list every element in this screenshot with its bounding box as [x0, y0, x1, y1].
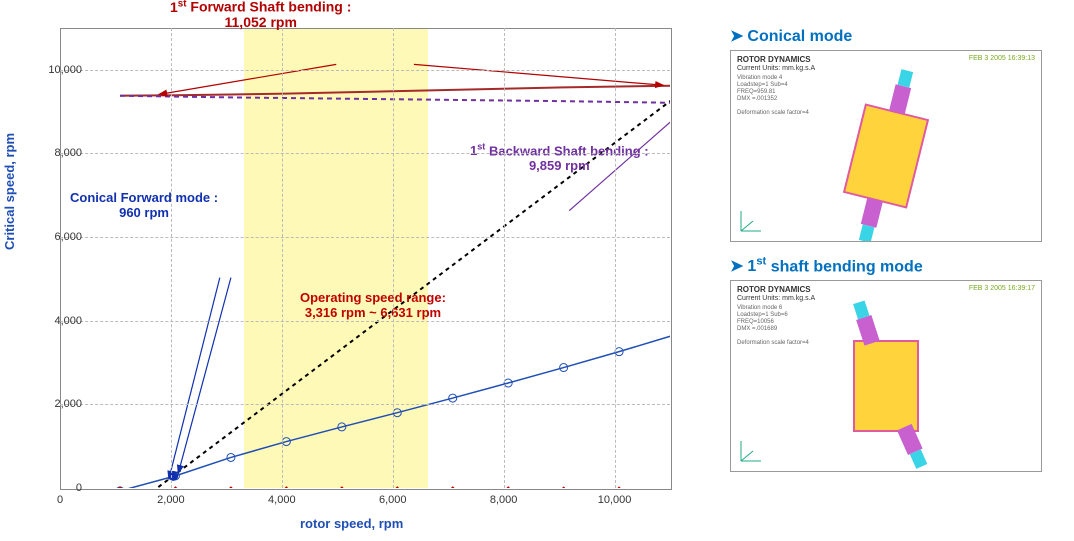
campbell-chart: Critical speed, rpm rotor speed, rpm 1st…	[0, 0, 700, 541]
x-tick-label: 8,000	[479, 494, 529, 506]
panel-header: ROTOR DYNAMICS	[737, 285, 811, 294]
panel-date: FEB 3 2005 16:39:17	[969, 285, 1035, 292]
conical-panel-title: ➤Conical mode	[730, 26, 1060, 46]
y-tick-label: 2,000	[32, 398, 82, 410]
x-tick-label: 4,000	[257, 494, 307, 506]
y-tick-label: 6,000	[32, 231, 82, 243]
x-tick-label: 2,000	[146, 494, 196, 506]
x-tick-label: 6,000	[368, 494, 418, 506]
operating-range-annotation: Operating speed range:3,316 rpm ~ 6,631 …	[300, 290, 446, 320]
panel-header: ROTOR DYNAMICS	[737, 55, 811, 64]
y-tick-label: 0	[32, 482, 82, 494]
y-tick-label: 10,000	[32, 64, 82, 76]
bending-panel-title: ➤1st shaft bending mode	[730, 256, 1060, 276]
forward-bending-annotation: 1st Forward Shaft bending :11,052 rpm	[170, 0, 351, 30]
plot-border	[60, 28, 672, 490]
mode-shape-panels: ➤Conical mode ROTOR DYNAMICS Current Uni…	[730, 20, 1060, 472]
panel-metadata: Vibration mode 6 Loadstep=1 Sub=6 FREQ=1…	[737, 305, 809, 347]
y-tick-label: 4,000	[32, 315, 82, 327]
backward-bending-annotation: 1st Backward Shaft bending :9,859 rpm	[470, 140, 649, 173]
panel-metadata: Vibration mode 4 Loadstep=1 Sub=4 FREQ=9…	[737, 75, 809, 117]
y-tick-label: 8,000	[32, 147, 82, 159]
x-tick-label: 0	[35, 494, 85, 506]
conical-mode-annotation: Conical Forward mode :960 rpm	[70, 190, 218, 220]
x-tick-label: 10,000	[590, 494, 640, 506]
panel-date: FEB 3 2005 16:39:13	[969, 55, 1035, 62]
bending-panel: ROTOR DYNAMICS Current Units: mm.kg.s.A …	[730, 280, 1042, 472]
panel-units: Current Units: mm.kg.s.A	[737, 295, 815, 302]
y-axis-label: Critical speed, rpm	[2, 133, 17, 250]
panel-units: Current Units: mm.kg.s.A	[737, 65, 815, 72]
x-axis-label: rotor speed, rpm	[300, 516, 403, 531]
conical-panel: ROTOR DYNAMICS Current Units: mm.kg.s.A …	[730, 50, 1042, 242]
